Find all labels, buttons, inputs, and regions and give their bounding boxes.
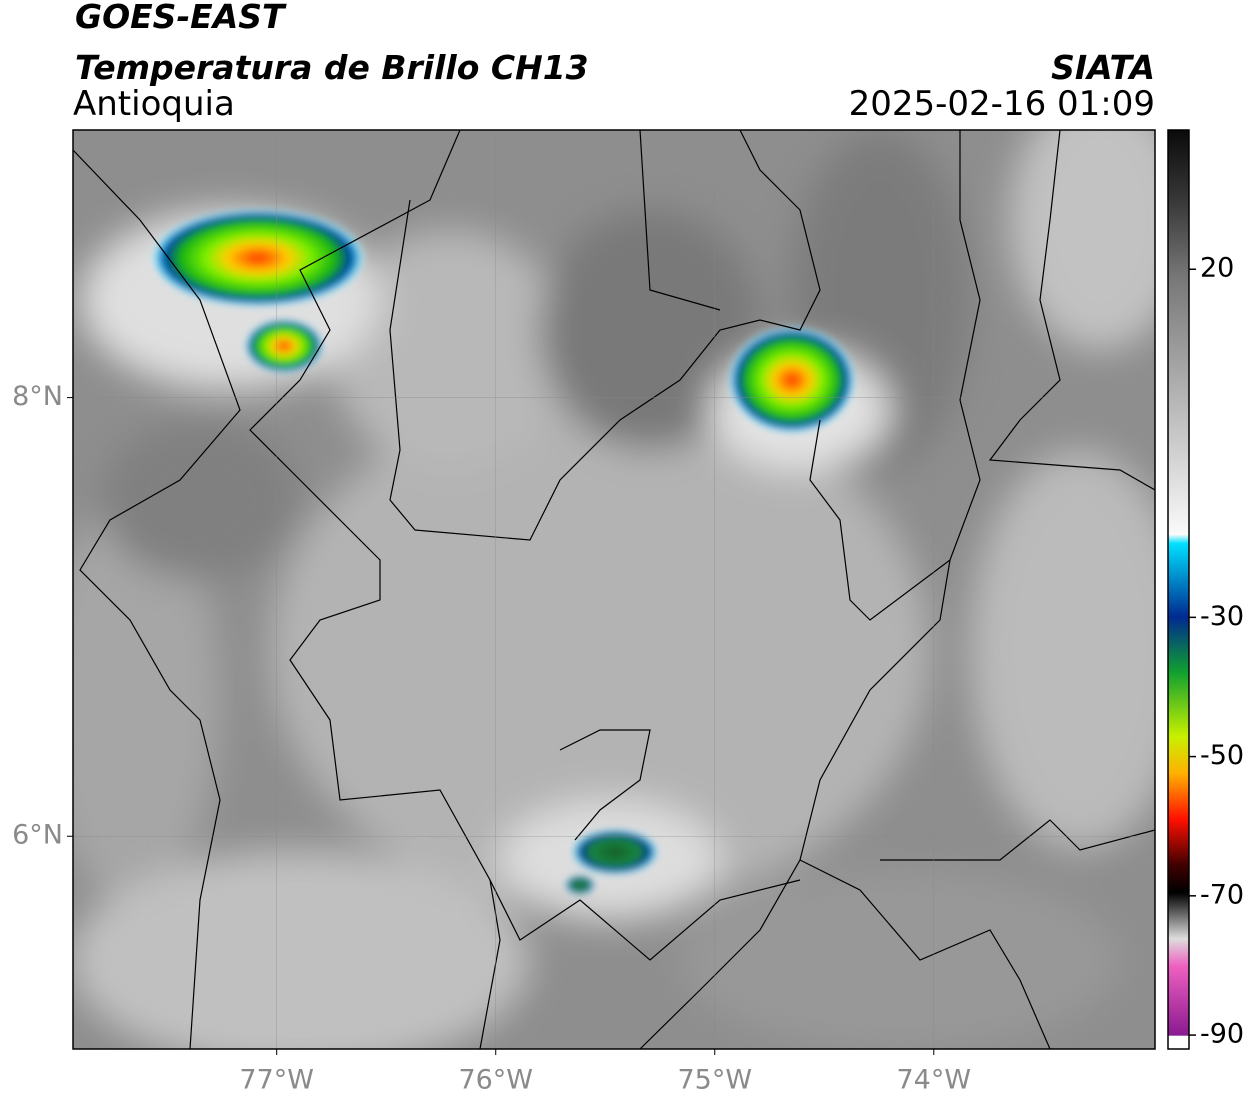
x-tick-label: 74°W (897, 1065, 972, 1096)
graticule (73, 130, 1155, 1049)
region: Antioquia (73, 84, 235, 124)
x-tick-label: 75°W (677, 1065, 752, 1096)
colorbar-tick-label: -90 (1200, 1019, 1244, 1050)
datetime: 2025-02-16 01:09 (849, 84, 1155, 124)
colorbar-tick-label: -70 (1200, 879, 1244, 910)
colorbar (1167, 129, 1190, 1050)
satellite-image (73, 130, 1155, 1049)
x-tick-label: 76°W (458, 1065, 533, 1096)
subtitle: Temperatura de Brillo CH13 (75, 48, 589, 87)
colorbar-tick-label: 20 (1200, 253, 1234, 284)
y-tick-label: 8°N (12, 381, 63, 412)
y-tick-label: 6°N (12, 820, 63, 851)
colorbar-tick-label: -30 (1200, 601, 1244, 632)
source: SIATA (1051, 48, 1155, 87)
x-tick-label: 77°W (239, 1065, 314, 1096)
title: GOES-EAST (75, 0, 287, 36)
colorbar-tick-label: -50 (1200, 740, 1244, 771)
map-frame (72, 129, 1156, 1050)
